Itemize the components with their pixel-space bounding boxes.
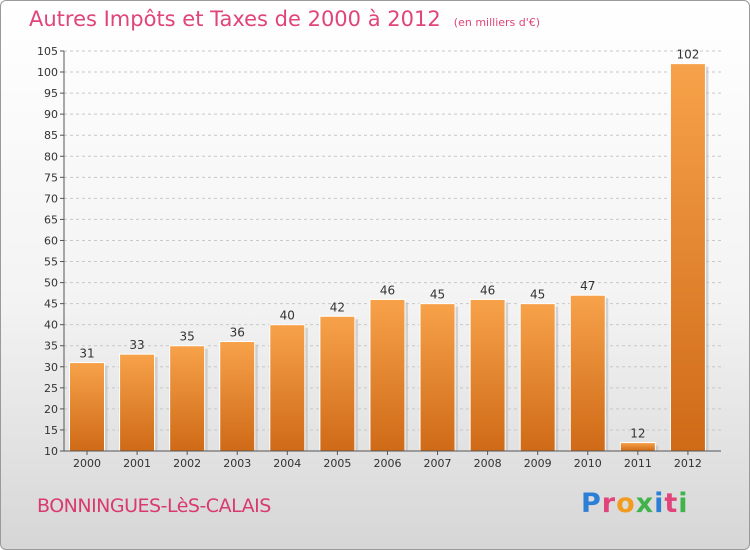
y-tick-label: 30 [44,361,58,374]
brand-letter: t [664,488,679,519]
y-tick-label: 15 [44,424,58,437]
bar-value-label: 46 [380,283,395,297]
x-tick-label: 2012 [674,457,702,470]
y-tick-label: 25 [44,382,58,395]
brand-letter: P [581,488,602,519]
y-tick-label: 75 [44,171,58,184]
brand-logo[interactable]: Proxiti [581,488,689,519]
bar-2010 [569,294,606,452]
y-tick-label: 85 [44,129,58,142]
x-tick-label: 2008 [474,457,502,470]
bar-2004 [269,324,306,452]
x-tick-label: 2011 [624,457,652,470]
chart-subtitle: (en milliers d'€) [453,16,541,29]
y-tick-label: 35 [44,340,58,353]
bar-value-label: 45 [430,288,445,302]
y-tick-label: 100 [37,66,58,79]
y-tick-label: 50 [44,277,58,290]
bar-2005 [319,315,356,452]
x-tick-label: 2001 [123,457,151,470]
x-tick-label: 2003 [223,457,251,470]
y-tick-label: 45 [44,298,58,311]
bar-value-label: 33 [129,338,144,352]
bar-value-label: 40 [280,309,295,323]
bar-value-label: 42 [330,300,345,314]
y-tick-label: 95 [44,87,58,100]
bar-2007 [419,303,456,452]
bar-2003 [219,341,256,452]
bar-value-label: 36 [230,326,245,340]
brand-letter: x [635,488,655,519]
bar-2012 [669,63,706,452]
brand-letter: r [601,488,617,519]
brand-letter: o [616,488,636,519]
x-tick-label: 2005 [323,457,351,470]
y-tick-label: 55 [44,256,58,269]
axes: 10 15 20 25 30 35 40 45 50 55 60 65 70 75 80 85 90 95 100 1… [37,45,721,470]
x-tick-label: 2002 [173,457,201,470]
bar-2008 [469,298,506,452]
x-tick-label: 2006 [373,457,401,470]
y-tick-label: 40 [44,319,58,332]
bars: 31 33 35 36 40 42 46 45 46 45 47 12 102 [69,48,709,452]
brand-letter: i [678,488,689,519]
x-tick-label: 2009 [524,457,552,470]
y-tick-label: 65 [44,213,58,226]
y-tick-label: 60 [44,234,58,247]
bar-2000 [69,362,105,452]
x-tick-label: 2007 [424,457,452,470]
bar-2011 [619,442,656,452]
y-tick-label: 80 [44,150,58,163]
bar-value-label: 45 [530,288,545,302]
y-tick-label: 70 [44,192,58,205]
chart-header: Autres Impôts et Taxes de 2000 à 2012 (e… [29,7,540,31]
bar-2006 [369,298,406,452]
bar-value-label: 46 [480,283,495,297]
bar-value-label: 102 [676,48,699,62]
y-tick-label: 20 [44,403,58,416]
bar-2009 [519,303,556,452]
commune-name: BONNINGUES-LèS-CALAIS [37,495,271,517]
bar-value-label: 12 [630,427,645,441]
chart-title: Autres Impôts et Taxes de 2000 à 2012 [29,7,441,31]
bar-2002 [169,345,206,452]
y-tick-label: 10 [44,445,58,458]
bar-2001 [119,353,156,452]
bar-value-label: 31 [79,347,94,361]
y-tick-label: 105 [37,45,58,58]
y-tick-label: 90 [44,108,58,121]
x-tick-label: 2000 [73,457,101,470]
x-tick-label: 2004 [273,457,301,470]
bar-value-label: 35 [180,330,195,344]
x-tick-label: 2010 [574,457,602,470]
bar-value-label: 47 [580,279,595,293]
brand-letter: i [654,488,665,519]
